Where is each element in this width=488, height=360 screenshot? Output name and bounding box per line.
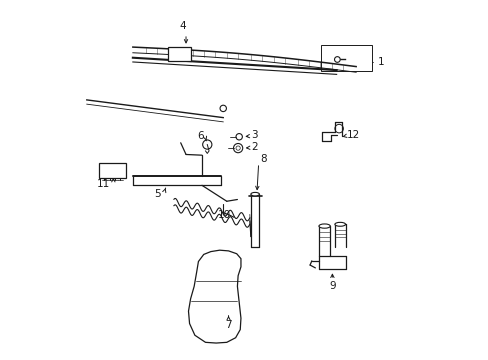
Bar bbox=[168, 48, 191, 61]
Bar bbox=[320, 45, 371, 71]
Text: 5: 5 bbox=[154, 189, 161, 199]
Circle shape bbox=[220, 105, 226, 112]
Text: 3: 3 bbox=[251, 130, 258, 140]
Text: 8: 8 bbox=[260, 154, 266, 165]
Ellipse shape bbox=[250, 192, 259, 196]
Ellipse shape bbox=[334, 222, 345, 226]
Text: 9: 9 bbox=[328, 281, 335, 291]
Text: 7: 7 bbox=[225, 320, 231, 330]
Text: 12: 12 bbox=[346, 130, 359, 140]
Text: 2: 2 bbox=[251, 142, 258, 152]
Bar bbox=[99, 163, 125, 177]
Text: 4: 4 bbox=[179, 21, 185, 31]
Text: 6: 6 bbox=[197, 131, 204, 141]
Text: 11: 11 bbox=[96, 179, 109, 189]
Text: 1: 1 bbox=[377, 57, 383, 67]
Ellipse shape bbox=[318, 224, 329, 228]
Circle shape bbox=[334, 57, 340, 62]
Text: 10: 10 bbox=[218, 211, 230, 220]
